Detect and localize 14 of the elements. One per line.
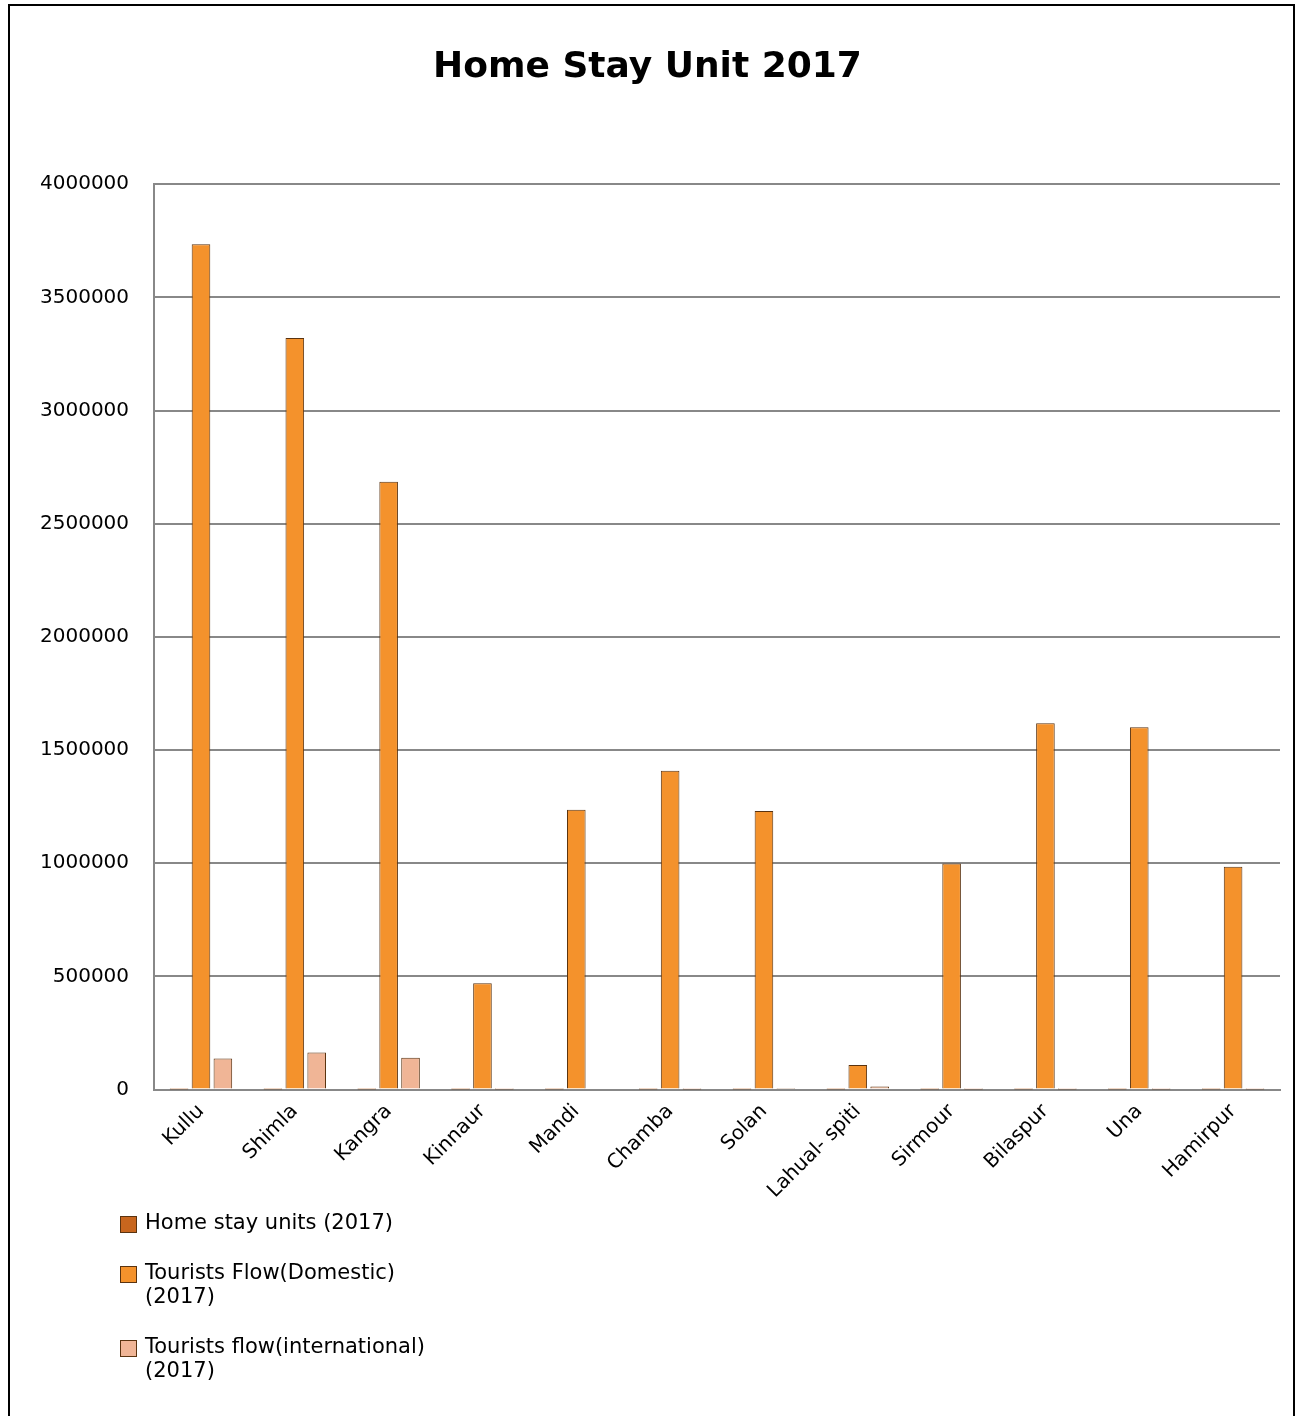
y-tick-label: 4000000: [39, 170, 130, 195]
y-tick-label: 3500000: [39, 283, 130, 308]
y-tick-label: 0: [116, 1075, 130, 1100]
legend-label: Tourists flow(international)(2017): [145, 1334, 426, 1382]
chart-title: Home Stay Unit 2017: [433, 43, 862, 85]
y-tick-label: 500000: [52, 962, 130, 987]
legend-label: Tourists Flow(Domestic)(2017): [145, 1260, 396, 1308]
x-tick-label: Una: [1101, 1098, 1147, 1144]
y-tick-label: 1500000: [39, 736, 130, 761]
y-tick-label: 3000000: [39, 396, 130, 421]
y-tick-label: 2500000: [39, 509, 130, 534]
y-tick-label: 1000000: [39, 849, 130, 874]
y-tick-label: 2000000: [39, 623, 130, 648]
legend-label: Home stay units (2017): [145, 1210, 393, 1234]
